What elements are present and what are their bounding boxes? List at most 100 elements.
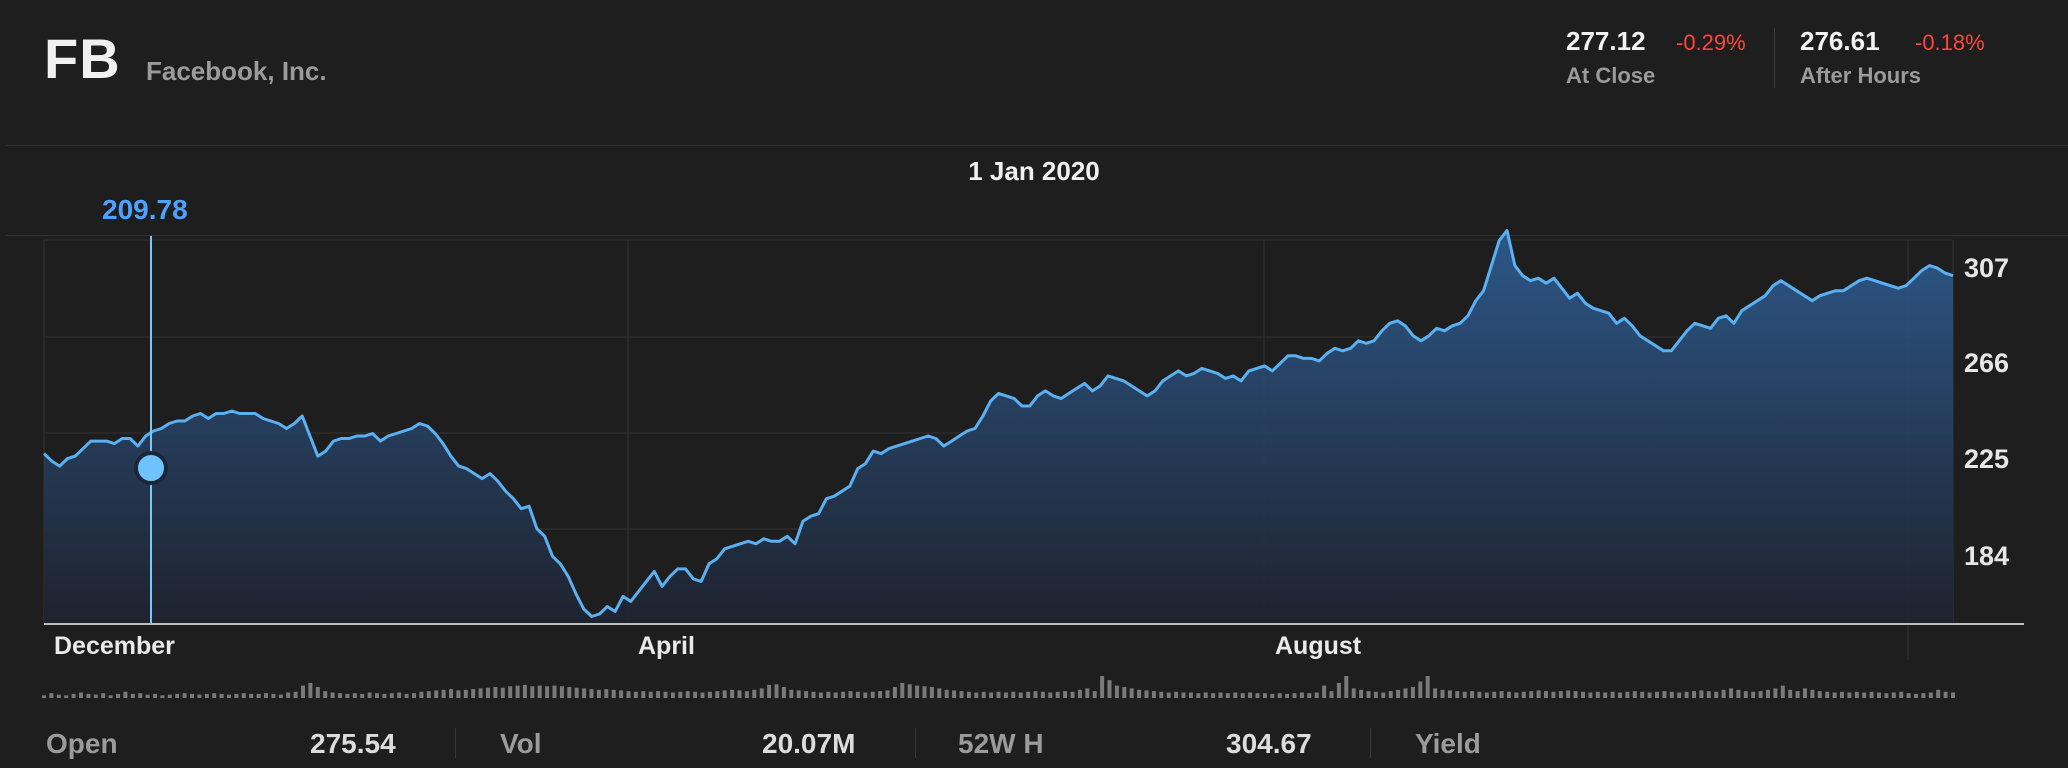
volume-bar — [1899, 691, 1904, 698]
volume-bar — [1011, 691, 1016, 698]
volume-bar — [93, 694, 98, 698]
volume-bar — [922, 686, 927, 698]
volume-bar — [1425, 676, 1430, 698]
quote-divider — [1774, 28, 1775, 88]
volume-bar — [212, 693, 217, 698]
volume-bar — [1181, 692, 1186, 698]
volume-bar — [204, 693, 209, 698]
volume-bar — [397, 692, 402, 698]
volume-bar — [730, 689, 735, 698]
volume-bar — [1640, 691, 1645, 698]
volume-bar — [1100, 676, 1105, 698]
volume-bar — [64, 695, 69, 699]
volume-bar — [774, 684, 779, 699]
y-tick-label: 266 — [1964, 348, 2009, 378]
volume-bar — [345, 693, 350, 698]
volume-bar — [1314, 692, 1319, 698]
volume-bar — [1588, 692, 1593, 698]
volume-bar — [249, 693, 254, 698]
close-change: -0.29% — [1676, 30, 1746, 55]
volume-bar — [833, 692, 838, 698]
ticker-symbol: FB — [44, 27, 121, 90]
volume-bar — [486, 687, 490, 698]
volume-bar — [996, 691, 1001, 698]
volume-bar — [1877, 692, 1881, 698]
volume-bar — [641, 691, 646, 698]
volume-bar — [966, 691, 971, 698]
volume-bar — [1159, 691, 1164, 698]
volume-bar — [108, 695, 113, 699]
volume-bar — [1544, 691, 1548, 698]
volume-bar — [1225, 693, 1230, 698]
volume-bar — [175, 693, 180, 698]
volume-bar — [885, 690, 890, 698]
volume-bar — [478, 688, 483, 698]
cursor-date: 1 Jan 2020 — [968, 156, 1100, 186]
volume-bar — [522, 684, 527, 698]
volume-bar — [167, 694, 172, 698]
volume-bar — [1240, 693, 1245, 698]
volume-bar — [382, 693, 387, 698]
volume-bar — [789, 689, 794, 698]
y-tick-label: 225 — [1964, 444, 2009, 474]
volume-bar — [804, 691, 809, 698]
volume-bar — [981, 691, 986, 698]
stat-open-label: Open — [46, 728, 118, 759]
volume-bar — [767, 684, 772, 698]
volume-bar — [1196, 693, 1201, 698]
volume-bar — [855, 691, 860, 698]
volume-bar — [700, 692, 705, 698]
volume-bar — [737, 690, 742, 698]
volume-bar — [1632, 691, 1637, 698]
volume-bar — [574, 687, 579, 698]
volume-bar — [648, 691, 653, 698]
volume-bar — [227, 694, 231, 698]
volume-bar — [1788, 689, 1793, 698]
volume-bar — [1262, 693, 1267, 698]
volume-bar — [1477, 691, 1482, 698]
volume-bar — [1277, 693, 1282, 698]
volume-bar — [1255, 693, 1260, 698]
stat-divider — [915, 728, 916, 758]
volume-bar — [241, 693, 246, 698]
volume-bar — [552, 685, 557, 698]
close-price: 277.12 — [1566, 26, 1646, 56]
volume-bar — [1410, 687, 1415, 698]
volume-bar — [138, 693, 143, 698]
volume-bar — [1329, 691, 1334, 698]
volume-bar — [471, 689, 476, 698]
volume-bar — [1655, 691, 1659, 698]
volume-bar — [278, 694, 283, 698]
volume-bar — [604, 689, 609, 698]
volume-bar — [1669, 691, 1674, 698]
volume-bar — [848, 691, 853, 698]
company-name: Facebook, Inc. — [146, 56, 327, 86]
volume-bar — [1270, 693, 1275, 698]
volume-bar — [1107, 680, 1112, 698]
volume-bar — [1914, 693, 1918, 698]
volume-bar — [1595, 691, 1600, 698]
volume-bar — [1285, 693, 1290, 698]
volume-bar — [419, 691, 424, 698]
volume-bar — [1662, 691, 1667, 698]
volume-bar — [1817, 691, 1822, 698]
price-chart[interactable]: 307 266 225 184 December April August — [0, 0, 2068, 742]
volume-bar — [1018, 692, 1023, 698]
volume-bar — [323, 691, 328, 698]
volume-bar — [1418, 681, 1423, 698]
cursor-value: 209.78 — [102, 194, 188, 225]
volume-bar — [781, 687, 786, 698]
stat-divider — [1370, 728, 1371, 758]
volume-bar — [182, 693, 187, 698]
volume-bar — [1551, 691, 1556, 698]
volume-bar — [1092, 691, 1097, 698]
volume-bar — [1514, 692, 1519, 698]
volume-bar — [1122, 687, 1127, 698]
volume-bar — [1203, 692, 1208, 698]
after-hours-price: 276.61 — [1800, 26, 1880, 56]
x-tick-label: August — [1275, 632, 1362, 660]
volume-bar — [1840, 691, 1844, 698]
cursor-marker[interactable] — [134, 451, 168, 485]
volume-bar — [1884, 693, 1889, 698]
volume-bar — [1359, 689, 1364, 698]
